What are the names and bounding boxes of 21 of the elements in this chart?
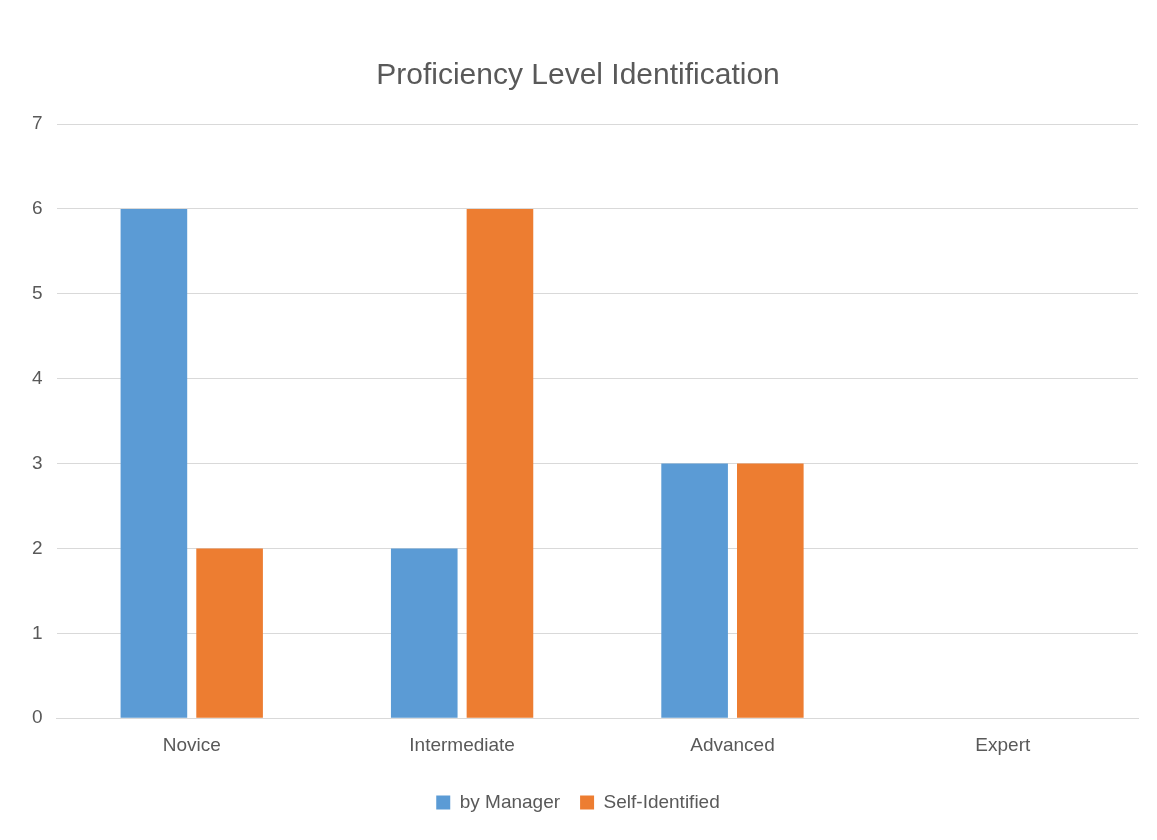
x-tick-label: Advanced	[690, 733, 775, 755]
y-tick-label: 5	[31, 282, 43, 304]
x-tick-label: Novice	[162, 733, 221, 755]
y-tick-label: 7	[31, 112, 43, 134]
y-tick-label: 4	[31, 366, 43, 388]
y-tick-label: 6	[31, 197, 43, 219]
y-tick-label: 3	[31, 451, 43, 473]
bar	[737, 463, 804, 718]
bar	[120, 208, 188, 718]
x-tick-label: Expert	[975, 733, 1031, 755]
x-tick-label: Intermediate	[409, 733, 515, 755]
y-tick-label: 2	[31, 536, 43, 558]
bar	[390, 548, 458, 718]
chart-title: Proficiency Level Identification	[376, 57, 780, 91]
y-tick-label: 1	[31, 621, 43, 643]
bar	[196, 548, 263, 718]
bar	[466, 208, 534, 718]
y-tick-label: 0	[31, 706, 43, 728]
legend-label: Self-Identified	[603, 790, 720, 812]
bar	[661, 463, 728, 718]
legend-label: by Manager	[459, 790, 561, 812]
